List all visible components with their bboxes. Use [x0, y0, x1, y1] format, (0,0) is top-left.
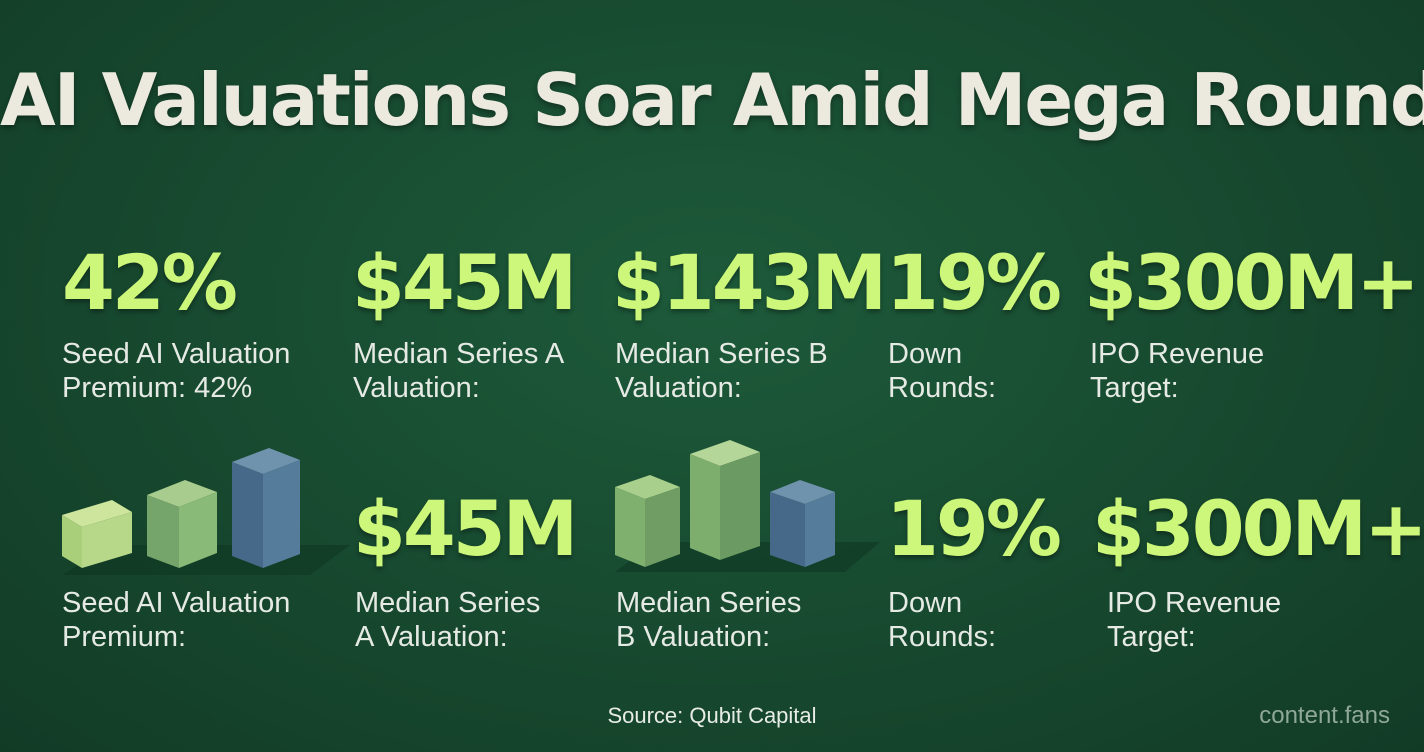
cubes-illustration-seed [62, 448, 350, 575]
stat-series-b-label-2: Median Series B Valuation: [616, 587, 802, 653]
stat-down-rounds-value-2: 19% [886, 484, 1062, 573]
stat-ipo-target-value: $300M+ [1084, 238, 1420, 327]
stat-series-a-value: $45M [352, 238, 577, 327]
stat-series-a-label-2: Median Series A Valuation: [355, 587, 541, 653]
stat-series-b-value: $143M [612, 238, 887, 327]
watermark: content.fans [1259, 702, 1390, 729]
cubes-illustration-series-b [615, 440, 880, 572]
stat-ipo-target-label-2: IPO Revenue Target: [1107, 587, 1282, 653]
stat-series-b-label: Median Series B Valuation: [615, 338, 828, 404]
stat-ipo-target-label: IPO Revenue Target: [1090, 338, 1265, 404]
blue-cube [770, 480, 835, 567]
stat-series-a-label: Median Series A Valuation: [353, 338, 565, 404]
small-cube [62, 500, 132, 568]
stat-seed-premium-value: 42% [62, 238, 238, 327]
stat-down-rounds-label: Down Rounds: [888, 338, 997, 404]
tall-cube [232, 448, 300, 568]
left-cube [615, 475, 680, 567]
page-title: AI Valuations Soar Amid Mega Rounds [0, 58, 1424, 142]
medium-cube [147, 480, 217, 568]
stat-ipo-target-value-2: $300M+ [1092, 484, 1424, 573]
stat-down-rounds-value: 19% [886, 238, 1062, 327]
stat-seed-premium-label-2: Seed AI Valuation Premium: [62, 587, 291, 653]
source-note: Source: Qubit Capital [607, 703, 817, 728]
stat-down-rounds-label-2: Down Rounds: [888, 587, 997, 653]
stat-series-a-value-2: $45M [353, 484, 578, 573]
tall-green-cube [690, 440, 760, 560]
stat-seed-premium-label: Seed AI Valuation Premium: 42% [62, 338, 291, 404]
